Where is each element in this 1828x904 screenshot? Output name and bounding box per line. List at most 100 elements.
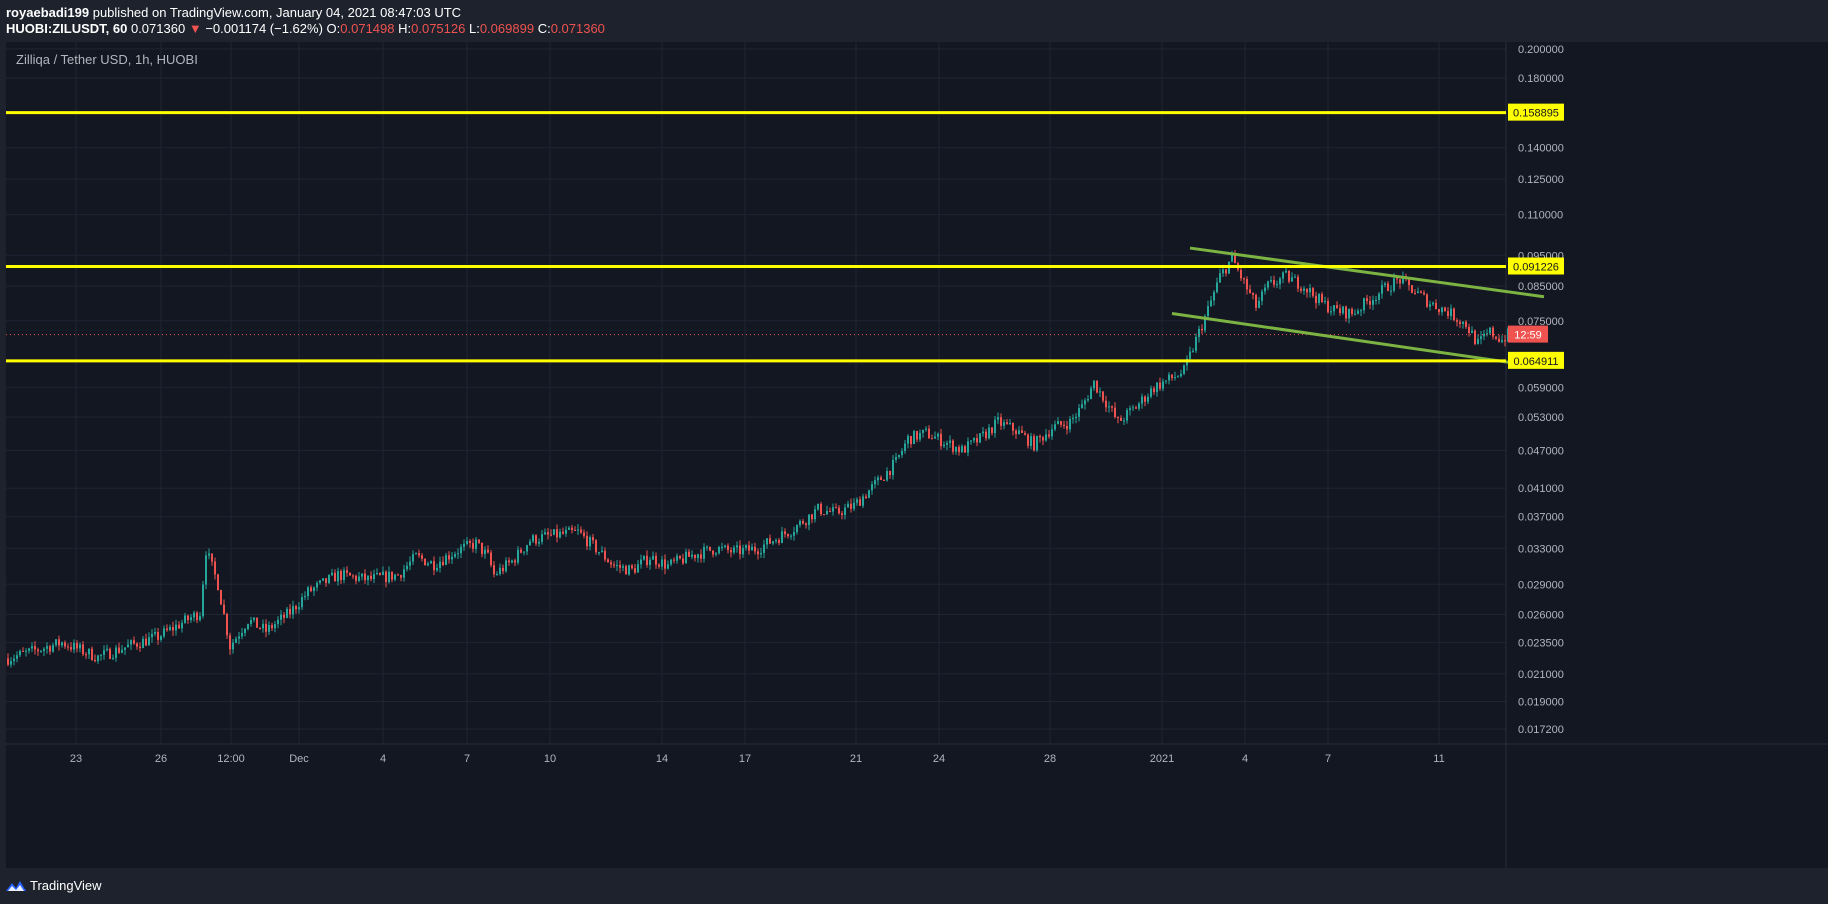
y-tick-label: 0.085000	[1518, 281, 1564, 293]
candle-body	[46, 646, 48, 649]
candle-body	[187, 615, 189, 621]
candle-body	[43, 648, 45, 651]
candle-body	[832, 507, 834, 512]
candle-body	[1087, 399, 1089, 401]
candle-body	[430, 561, 432, 564]
candle-body	[1204, 316, 1206, 331]
candle-body	[49, 646, 51, 652]
candle-body	[1396, 278, 1398, 280]
candle-body	[928, 428, 930, 439]
candle-body	[1315, 295, 1317, 304]
candle-body	[484, 549, 486, 555]
candle-body	[307, 587, 309, 597]
candle-body	[937, 433, 939, 437]
author-name[interactable]: royaebadi199	[6, 5, 90, 20]
candle-body	[958, 446, 960, 453]
candle-body	[1066, 425, 1068, 430]
candle-body	[625, 566, 627, 575]
candle-body	[382, 571, 384, 575]
candle-body	[325, 578, 327, 584]
candle-body	[454, 554, 456, 557]
candle-body	[232, 642, 234, 650]
y-tick-label: 0.125000	[1518, 174, 1564, 186]
tradingview-logo[interactable]: TradingView	[6, 878, 102, 893]
candle-body	[1444, 307, 1446, 312]
candle-body	[640, 559, 642, 565]
candle-body	[805, 523, 807, 525]
candle-body	[859, 499, 861, 506]
candle-body	[316, 582, 318, 588]
candle-body	[901, 450, 903, 456]
low-label: L:	[468, 21, 480, 36]
candle-body	[472, 543, 474, 549]
candle-body	[103, 650, 105, 655]
candle-body	[73, 642, 75, 650]
candle-body	[217, 574, 219, 591]
candle-body	[643, 555, 645, 560]
candle-body	[796, 525, 798, 533]
candle-body	[940, 433, 942, 447]
y-tick-label: 0.023500	[1518, 638, 1564, 650]
candle-body	[1330, 311, 1332, 313]
candle-body	[730, 550, 732, 553]
chart-area[interactable]: 0.200000 0.180000 0.140000 0.125000 0.110000…	[6, 42, 1828, 868]
level-price-badge	[1508, 257, 1564, 275]
candle-body	[589, 537, 591, 547]
candle-body	[55, 639, 57, 646]
candle-body	[853, 502, 855, 509]
price-chart[interactable]: 0.200000 0.180000 0.140000 0.125000 0.110000…	[6, 42, 1828, 868]
candle-body	[1177, 376, 1179, 378]
candle-body	[1264, 287, 1266, 292]
y-tick-label: 0.140000	[1518, 143, 1564, 155]
plot-background	[6, 42, 1828, 868]
candle-body	[1060, 421, 1062, 425]
candle-body	[559, 531, 561, 538]
candle-body	[574, 530, 576, 532]
candle-body	[1363, 298, 1365, 311]
candle-body	[1192, 350, 1194, 352]
candle-body	[658, 564, 660, 567]
candle-body	[127, 644, 129, 648]
candle-body	[448, 555, 450, 560]
y-tick-label: 0.095000	[1518, 250, 1564, 262]
candle-body	[256, 617, 258, 628]
candle-body	[1042, 437, 1044, 441]
candle-body	[577, 529, 579, 531]
y-tick-label: 0.037000	[1518, 512, 1564, 524]
candle-body	[826, 511, 828, 515]
channel-upper-line	[1189, 246, 1545, 299]
candle-body	[1189, 351, 1191, 359]
candle-body	[1261, 291, 1263, 301]
candle-body	[373, 574, 375, 580]
candle-body	[847, 503, 849, 508]
candle-body	[271, 624, 273, 629]
candle-body	[268, 624, 270, 632]
candle-body	[895, 456, 897, 460]
level-price-label: 0.158895	[1513, 108, 1559, 120]
candle-body	[1216, 282, 1218, 293]
candle-body	[496, 574, 498, 576]
candle-body	[808, 514, 810, 525]
candle-body	[451, 556, 453, 560]
candle-body	[280, 614, 282, 620]
candle-body	[58, 639, 60, 646]
candle-body	[1171, 374, 1173, 379]
candle-body	[208, 553, 210, 556]
published-text: published on TradingView.com, January 04…	[89, 5, 462, 20]
candle-body	[403, 569, 405, 578]
candle-body	[862, 496, 864, 506]
candle-body	[115, 647, 117, 658]
candle-body	[19, 650, 21, 656]
candle-body	[1435, 302, 1437, 310]
candle-body	[943, 444, 945, 447]
candle-body	[685, 551, 687, 564]
candle-body	[211, 553, 213, 562]
candle-body	[148, 637, 150, 646]
candle-body	[592, 537, 594, 541]
candle-body	[1456, 320, 1458, 322]
candle-body	[607, 559, 609, 563]
candle-body	[358, 576, 360, 581]
candle-body	[910, 436, 912, 445]
candle-body	[628, 565, 630, 575]
candle-body	[712, 550, 714, 555]
